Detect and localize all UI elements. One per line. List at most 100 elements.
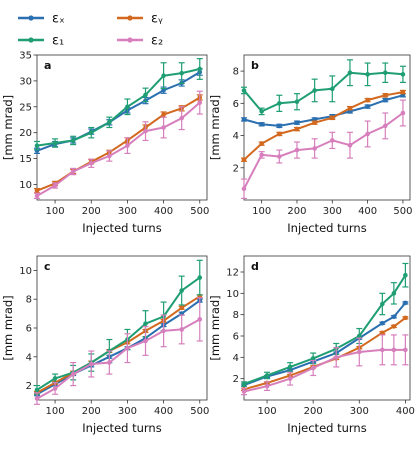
data-point — [365, 131, 370, 137]
data-point — [161, 73, 166, 79]
data-point — [382, 97, 388, 103]
x-tick-label: 300 — [118, 406, 137, 417]
data-point — [161, 328, 166, 334]
series-ey — [241, 89, 406, 163]
data-point — [382, 123, 388, 129]
data-point — [143, 92, 148, 98]
panel-b-frame — [243, 54, 411, 201]
data-point — [125, 345, 130, 351]
series-line-e2 — [243, 112, 404, 190]
series-line-ex — [36, 299, 201, 396]
y-tick-label: 6 — [26, 324, 32, 335]
series-ex — [34, 68, 203, 154]
data-point — [365, 104, 370, 109]
data-point — [34, 396, 40, 401]
data-point — [70, 138, 76, 143]
panel-a: 100 200 300 400 500 10 15 20 25 30 35 Injected turn… — [1, 51, 209, 236]
series-e2 — [241, 334, 409, 396]
legend-item-e2: ε₂ — [117, 34, 163, 49]
data-point — [403, 347, 408, 353]
data-point — [179, 70, 184, 76]
y-tick-label: 4 — [233, 131, 239, 142]
data-point — [356, 333, 362, 339]
data-point — [179, 115, 184, 121]
panel-b: 100 200 300 400 500 2 4 6 8 Injected turns [mm mra… — [208, 54, 412, 235]
series-line-ey — [36, 96, 201, 192]
data-point — [88, 361, 94, 367]
data-point — [52, 376, 58, 381]
data-point — [179, 327, 184, 332]
data-point — [241, 157, 247, 163]
data-point — [380, 330, 385, 336]
legend-marker-ex — [28, 15, 34, 21]
data-point — [347, 105, 353, 111]
data-point — [241, 389, 247, 394]
y-tick-label: 2 — [26, 381, 32, 392]
data-point — [287, 376, 293, 381]
x-tick-label: 400 — [154, 406, 173, 417]
series-e1 — [34, 259, 203, 395]
data-point — [400, 72, 406, 77]
x-axis-label: Injected turns — [82, 221, 161, 235]
series-line-e1 — [243, 71, 403, 113]
panel-d-frame — [243, 255, 411, 401]
x-tick-label: 100 — [258, 406, 277, 417]
y-tick-label: 6 — [233, 99, 239, 110]
data-point — [70, 169, 76, 174]
data-point — [347, 142, 353, 148]
data-point — [403, 300, 408, 306]
data-point — [259, 109, 264, 114]
legend-label-e2: ε₂ — [151, 34, 163, 49]
legend-marker-e1 — [28, 37, 34, 43]
y-tick-label: 2 — [233, 163, 239, 174]
x-tick-label: 500 — [393, 206, 412, 217]
y-tick-label: 35 — [19, 51, 32, 62]
legend-item-e1: ε₁ — [18, 34, 64, 49]
legend: εₓ εᵧ ε₁ ε₂ — [18, 12, 163, 49]
data-point — [143, 338, 148, 344]
data-point — [264, 383, 270, 389]
data-point — [107, 360, 112, 365]
data-point — [264, 373, 270, 378]
data-point — [312, 88, 317, 93]
legend-label-ex: εₓ — [52, 12, 65, 27]
x-tick-label: 300 — [350, 406, 369, 417]
y-tick-label: 8 — [233, 310, 239, 321]
panel-letter: c — [44, 260, 51, 273]
data-point — [88, 130, 94, 135]
data-point — [197, 66, 203, 72]
y-tick-label: 12 — [226, 268, 239, 279]
series-e1 — [241, 59, 406, 116]
data-point — [277, 101, 282, 106]
data-point — [391, 324, 397, 329]
y-tick-label: 8 — [233, 67, 239, 78]
legend-item-ey: εᵧ — [117, 12, 163, 27]
series-e2 — [34, 90, 203, 200]
x-tick-label: 100 — [252, 206, 271, 217]
series-line-e1 — [36, 276, 201, 391]
data-point — [294, 99, 300, 105]
y-tick-label: 8 — [26, 295, 32, 306]
data-point — [277, 154, 282, 159]
data-point — [347, 70, 353, 76]
data-point — [287, 364, 293, 370]
series-e2 — [241, 99, 406, 199]
data-point — [52, 386, 58, 391]
data-point — [241, 88, 247, 93]
data-point — [241, 117, 247, 122]
x-tick-label: 100 — [46, 206, 65, 217]
data-point — [329, 115, 335, 121]
data-point — [365, 97, 370, 103]
data-point — [241, 381, 247, 387]
data-point — [277, 123, 282, 129]
data-point — [107, 153, 112, 159]
data-point — [197, 100, 203, 105]
legend-marker-e2 — [127, 37, 133, 43]
data-point — [125, 104, 130, 110]
x-tick-label: 300 — [323, 206, 342, 217]
data-point — [34, 387, 40, 393]
panel-letter: b — [251, 59, 259, 72]
series-line-e1 — [243, 274, 407, 385]
data-point — [241, 186, 247, 192]
